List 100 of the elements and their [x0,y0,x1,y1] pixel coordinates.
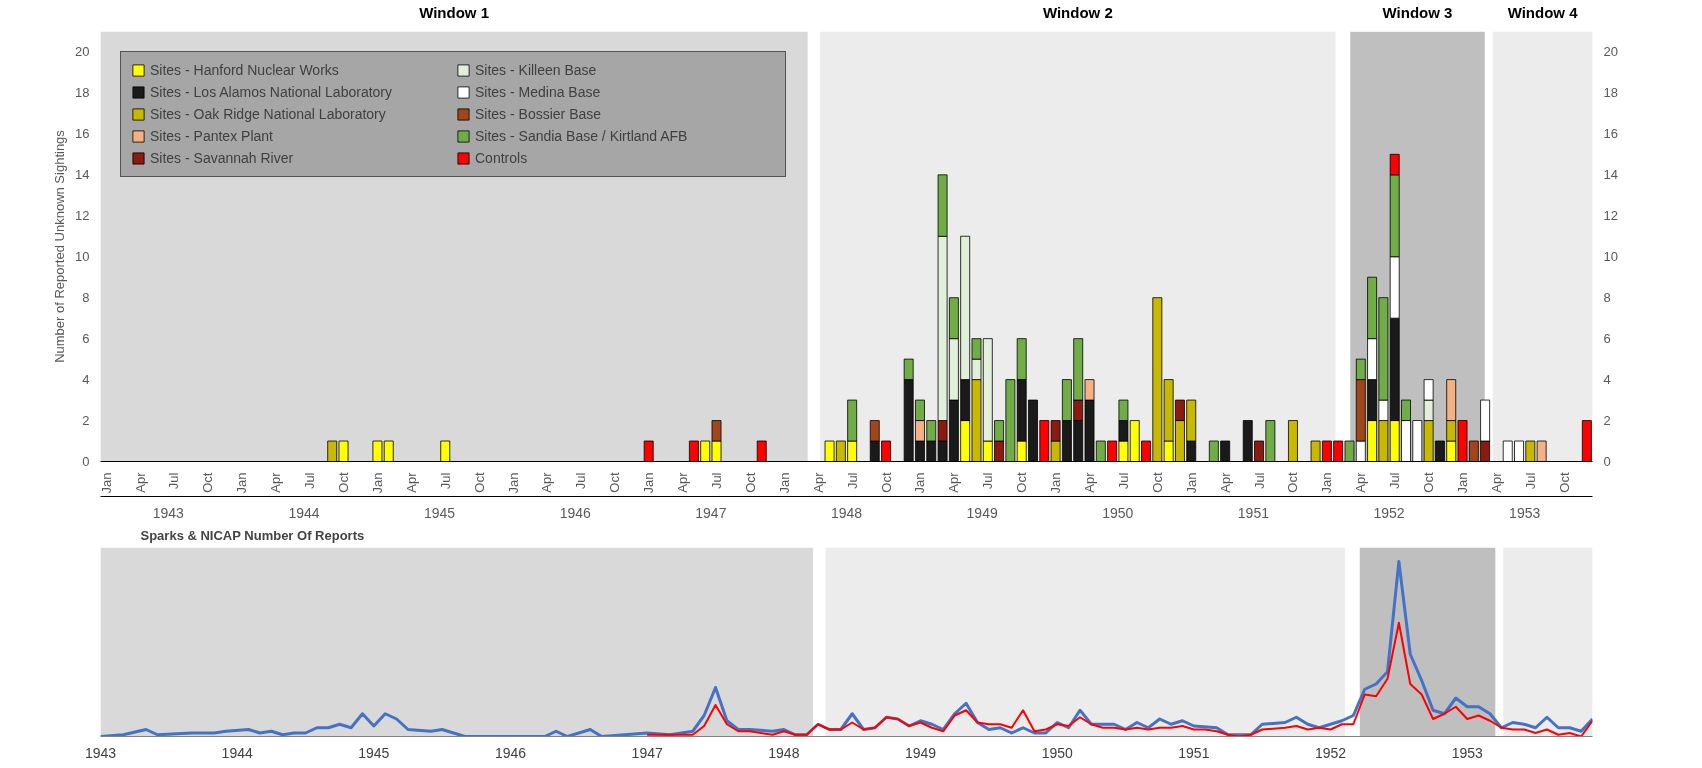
text: 1951 [1237,504,1270,521]
x-tick-label: Jan [98,472,114,494]
x-tick-label: Jul [573,472,589,490]
x-tick-label: 1946 [494,744,527,761]
x-tick-label: Jul [166,472,182,490]
x-tick-label: Jul [1387,472,1403,490]
x-tick-label: Apr [810,471,826,493]
x-tick-label: 1943 [84,744,117,761]
y-tick-label: 6 [82,331,90,347]
x-tick-label: Oct [471,472,487,493]
x-tick-label: Apr [403,471,419,493]
x-tick-label: 1947 [631,744,663,761]
text: 1946 [559,504,592,521]
chart-title: Sparks & NICAP Number Of Reports [140,527,365,543]
text: 1952 [1373,504,1405,521]
x-tick-label: Oct [336,472,352,493]
x-tick-label: Jan [776,472,792,494]
x-tick-label: Jul [709,472,725,490]
y-tick-label: 18 [75,85,90,101]
x-tick-label: Oct [1149,472,1165,493]
y2-tick-label: 0 [1603,454,1611,469]
y2-tick-label: 2 [1603,413,1611,429]
x-tick-label: 1952 [1314,744,1347,761]
x-tick-label: Apr [1353,471,1369,493]
x-tick-label: Apr [1488,471,1504,493]
legend-label: Sites - Killeen Base [475,62,598,78]
text: 1948 [830,504,863,521]
x-tick-label: Apr [675,471,691,493]
x-tick-label: Jan [1048,472,1064,494]
x-tick-label: Apr [132,471,148,493]
legend-label: Sites - Los Alamos National Laboratory [150,84,393,100]
legend-label: Sites - Pantex Plant [150,128,274,144]
y2-tick-label: 12 [1603,208,1618,224]
text: 1950 [1102,504,1134,521]
y-tick-label: 8 [82,290,90,306]
x-tick-label: Oct [1285,472,1301,493]
x-tick-label: Jul [1522,472,1538,490]
x-tick-label: Jul [1115,472,1131,490]
y2-tick-label: 6 [1603,331,1611,347]
y2-tick-label: 18 [1603,85,1618,101]
y-tick-label: 10 [75,249,90,265]
x-tick-label: Jan [1319,472,1335,494]
text: 1947 [695,504,727,521]
x-tick-label: Apr [1217,471,1233,493]
band-label: Window 4 [1507,3,1579,21]
x-tick-label: Apr [268,471,284,493]
x-tick-label: Oct [1421,472,1437,493]
x-tick-label: 1951 [1178,744,1210,761]
text: 1943 [152,504,185,521]
y-tick-label: 0 [82,454,90,469]
y2-tick-label: 4 [1603,372,1611,388]
text: 1953 [1509,504,1541,521]
text: 1945 [424,504,456,521]
x-tick-label: Jan [505,472,521,494]
x-tick-label: Apr [946,471,962,493]
y2-tick-label: 20 [1603,44,1618,60]
x-tick-label: Jul [302,472,318,490]
y-axis-title: Number of Reported Unknown Sightings [52,129,68,363]
x-tick-label: 1945 [358,744,390,761]
x-tick-label: Oct [1556,472,1572,493]
x-tick-label: 1950 [1041,744,1073,761]
band-label: Window 3 [1382,3,1453,21]
y-tick-label: 12 [75,208,90,224]
x-tick-label: 1953 [1451,744,1483,761]
x-tick-label: Oct [1014,472,1030,493]
y-tick-label: 20 [75,44,90,60]
text: 1949 [966,504,998,521]
x-tick-label: 1949 [904,744,937,761]
legend-label: Controls [475,150,529,166]
band-label: Window 1 [419,3,490,21]
x-tick-label: Oct [742,472,758,493]
y-tick-label: 4 [82,372,90,388]
x-tick-label: Jan [912,472,928,494]
y-tick-label: 14 [75,167,90,183]
y-tick-label: 16 [75,126,90,142]
y2-tick-label: 16 [1603,126,1618,142]
x-tick-label: Oct [200,472,216,493]
legend-label: Sites - Sandia Base / Kirtland AFB [475,128,689,144]
x-tick-label: Oct [607,472,623,493]
legend-label: Sites - Oak Ridge National Laboratory [150,106,387,122]
x-tick-label: Jul [1251,472,1267,490]
y2-tick-label: 14 [1603,167,1618,183]
x-tick-label: 1944 [221,744,253,761]
x-tick-label: 1948 [768,744,800,761]
x-tick-label: Oct [878,472,894,493]
band-label: Window 2 [1042,3,1113,21]
legend-label: Sites - Bossier Base [475,106,603,122]
y2-tick-label: 8 [1603,290,1611,306]
legend-label: Sites - Savannah River [150,150,295,166]
x-tick-label: Jan [641,472,657,494]
text: 1944 [288,504,320,521]
x-tick-label: Jan [1183,472,1199,494]
x-tick-label: Apr [539,471,555,493]
x-tick-label: Jul [844,472,860,490]
legend-label: Sites - Medina Base [475,84,602,100]
y2-tick-label: 10 [1603,249,1618,265]
legend-label: Sites - Hanford Nuclear Works [150,62,340,78]
x-tick-label: Jul [437,472,453,490]
x-tick-label: Jan [1455,472,1471,494]
x-tick-label: Apr [1082,471,1098,493]
